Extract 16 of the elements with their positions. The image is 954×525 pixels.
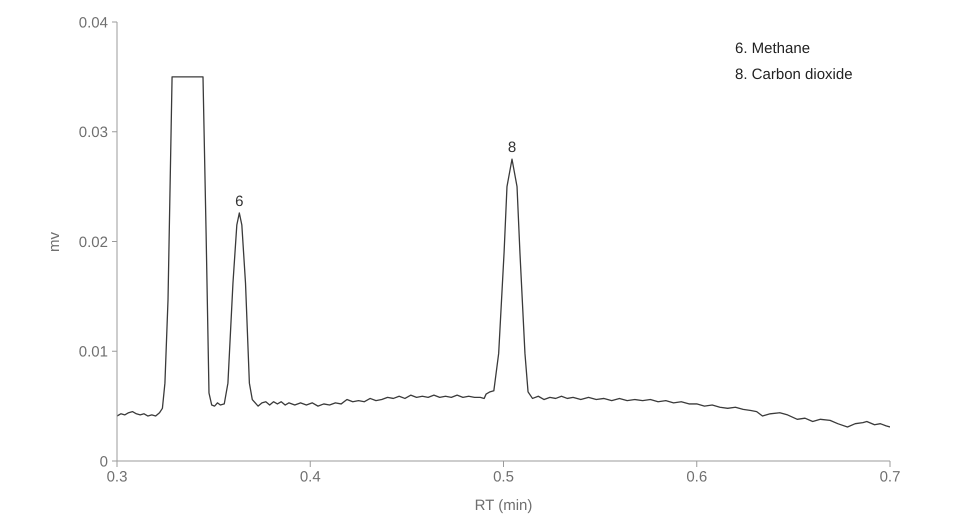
x-tick-label: 0.7 <box>880 468 900 486</box>
annotation: 6 <box>235 192 244 210</box>
x-tick-label: 0.6 <box>686 468 708 486</box>
x-axis-title: RT (min) <box>474 497 532 514</box>
y-tick-label: 0.02 <box>78 234 108 251</box>
annotation: 6. Methane <box>735 40 810 57</box>
y-tick-label: 0 <box>100 453 108 470</box>
y-axis-title: mv <box>46 232 63 252</box>
y-tick-label: 0.01 <box>78 344 108 361</box>
x-tick-label: 0.3 <box>106 468 128 486</box>
annotation: 8 <box>508 139 516 156</box>
x-tick-label: 0.5 <box>493 468 514 486</box>
y-tick-label: 0.04 <box>78 14 108 32</box>
annotation: 8. Carbon dioxide <box>735 66 853 83</box>
x-tick-label: 0.4 <box>300 468 321 486</box>
y-tick-label: 0.03 <box>78 124 108 142</box>
